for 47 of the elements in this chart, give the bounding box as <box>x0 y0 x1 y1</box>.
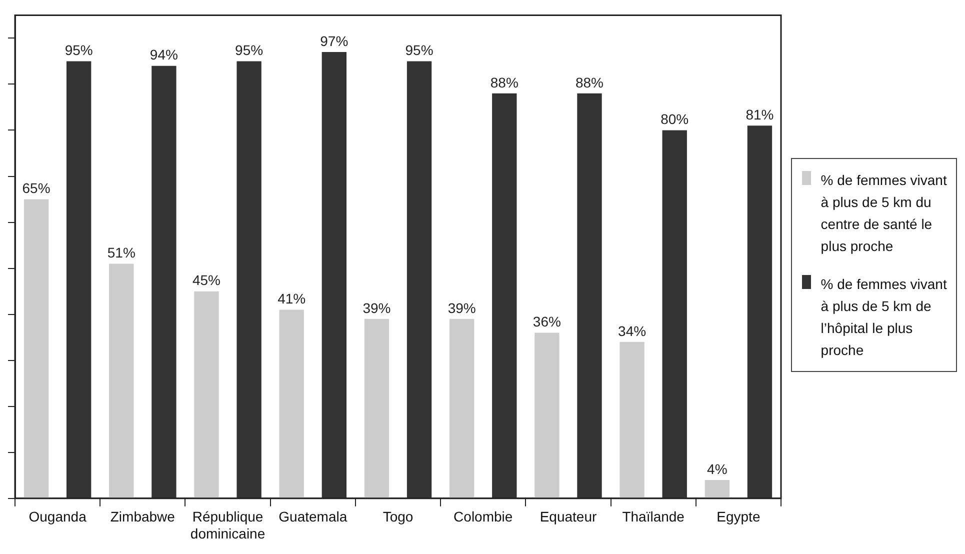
data-label: 94% <box>150 46 178 63</box>
x-tick-label: Colombie <box>454 508 513 525</box>
data-label: 36% <box>532 314 561 330</box>
bar <box>236 61 262 498</box>
data-label: 39% <box>448 300 476 316</box>
legend-label: % de femmes vivant à plus de 5 km du centre de santé le plus proche <box>820 171 948 256</box>
x-tick-label: République dominicaine <box>190 508 266 542</box>
bar <box>662 130 687 498</box>
bar <box>449 318 474 498</box>
x-tick-label: Equateur <box>540 508 597 525</box>
data-label: 95% <box>64 42 93 58</box>
bar <box>279 310 304 498</box>
bar <box>364 318 390 498</box>
x-tick-label: Guatemala <box>278 508 348 525</box>
bar <box>66 61 92 498</box>
x-tick-label: Ouganda <box>28 508 87 525</box>
bar <box>747 126 772 498</box>
data-label: 80% <box>660 111 689 128</box>
bar <box>109 264 134 498</box>
x-tick-label: Togo <box>382 508 414 525</box>
bar <box>534 332 560 498</box>
data-label: 97% <box>320 32 348 49</box>
x-tick-label: Egypte <box>716 508 760 525</box>
data-label: 45% <box>192 272 221 288</box>
data-label: 88% <box>490 74 518 90</box>
data-label: 65% <box>22 180 50 196</box>
data-label: 4% <box>707 460 728 477</box>
bar <box>24 199 49 498</box>
data-label: 81% <box>746 106 774 123</box>
bar <box>406 61 432 498</box>
data-label: 41% <box>278 290 306 307</box>
x-tick-label: Zimbabwe <box>110 508 176 525</box>
bar <box>492 93 517 498</box>
data-label: 34% <box>618 322 646 339</box>
bar <box>620 342 644 498</box>
x-tick-label: Thaïlande <box>622 508 685 525</box>
data-label: 51% <box>107 244 136 261</box>
data-label: 39% <box>362 300 391 316</box>
legend-label: % de femmes vivant à plus de 5 km de l’hôpital le plus proche <box>820 275 948 360</box>
bar <box>194 291 219 498</box>
data-label: 95% <box>405 42 434 58</box>
data-label: 95% <box>235 42 264 58</box>
bar <box>152 66 176 498</box>
data-label: 88% <box>575 74 604 90</box>
bar <box>704 480 730 498</box>
bar <box>322 52 347 498</box>
bar <box>577 93 602 498</box>
